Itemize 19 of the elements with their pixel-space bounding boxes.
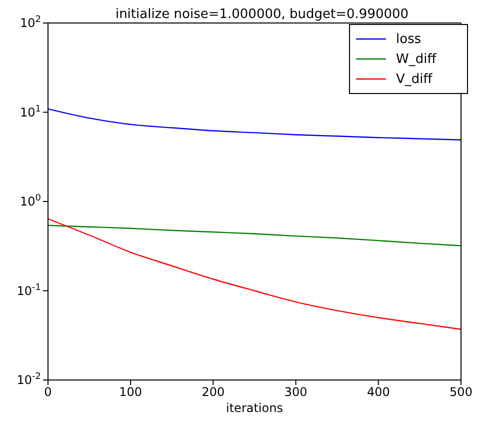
x-tick-label: 300: [284, 385, 308, 399]
line-series: [48, 108, 461, 140]
line-series: [48, 218, 461, 330]
chart-title: initialize noise=1.000000, budget=0.990000: [115, 7, 409, 22]
y-tick-label: 10$^{0}$: [20, 194, 42, 208]
legend-label: V_diff: [396, 72, 432, 86]
x-tick-label: 200: [202, 385, 225, 399]
y-tick-label: 10$^{-1}$: [16, 282, 41, 298]
legend-label: loss: [396, 32, 422, 46]
legend-label: W_diff: [396, 52, 436, 66]
line-series: [48, 224, 461, 246]
y-tick-label: 10$^{-2}$: [16, 372, 41, 387]
x-tick-label: 500: [450, 385, 472, 399]
x-axis-title: iterations: [226, 401, 283, 415]
y-tick-label: 10$^{2}$: [20, 15, 41, 30]
x-tick-label: 400: [366, 385, 390, 399]
x-tick-label: 100: [119, 385, 142, 399]
x-tick-label: 0: [44, 385, 52, 399]
y-tick-label: 10$^{1}$: [20, 104, 41, 120]
